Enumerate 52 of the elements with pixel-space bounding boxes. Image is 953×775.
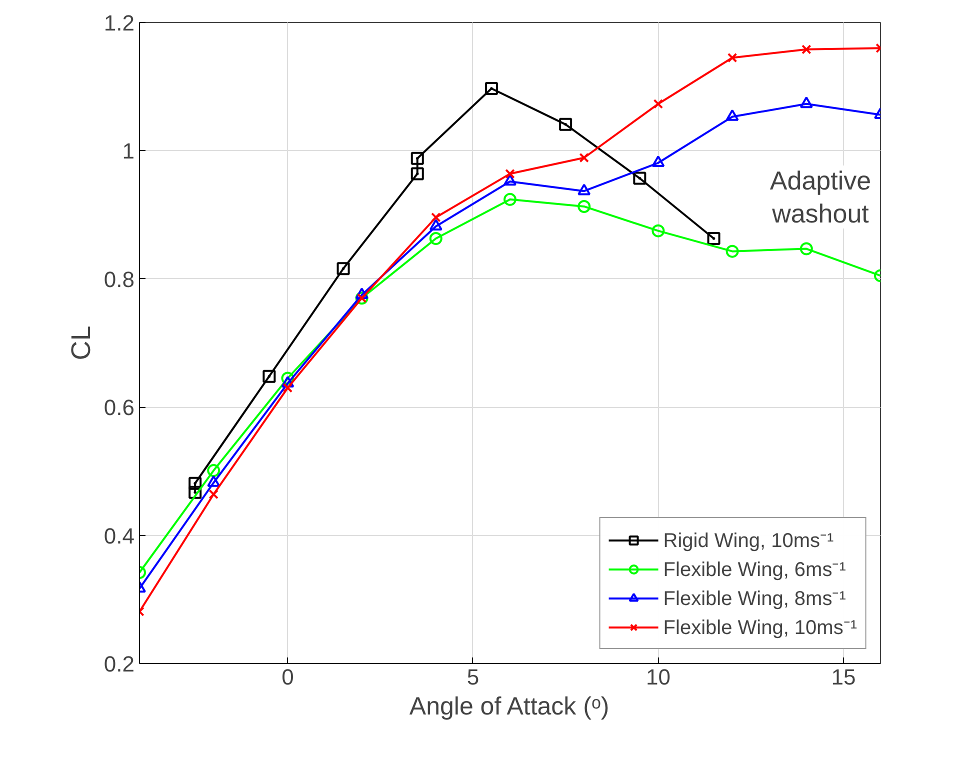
point	[726, 109, 739, 121]
point	[188, 476, 202, 490]
point	[800, 242, 813, 256]
x-tick-label: 15	[831, 664, 856, 690]
point	[652, 156, 665, 168]
point	[633, 172, 646, 185]
point	[281, 376, 294, 388]
legend-label: Flexible Wing, 10ms⁻¹	[663, 616, 857, 640]
point	[431, 212, 441, 222]
y-axis-title: CL	[66, 326, 96, 360]
point	[282, 382, 293, 393]
point	[207, 464, 220, 478]
point	[800, 96, 813, 108]
point	[559, 118, 572, 131]
y-tick-label: 1	[122, 138, 135, 164]
point	[579, 152, 589, 163]
point	[653, 99, 664, 109]
point	[355, 288, 368, 300]
point	[727, 52, 738, 63]
legend-label: Rigid Wing, 10ms⁻¹	[663, 529, 834, 553]
point	[410, 167, 424, 180]
point	[429, 232, 442, 246]
x-tick-label: 10	[646, 664, 670, 690]
x-tick-label: 0	[282, 664, 294, 690]
y-tick-label: 0.4	[104, 523, 135, 548]
point	[262, 370, 276, 383]
point	[336, 262, 350, 276]
point	[281, 372, 294, 385]
legend-label: Flexible Wing, 6ms⁻¹	[663, 558, 846, 582]
y-tick-label: 0.6	[104, 395, 135, 420]
point	[707, 232, 720, 246]
point	[207, 475, 220, 487]
point	[484, 82, 498, 96]
y-tick-label: 0.2	[104, 652, 135, 676]
point	[429, 218, 442, 231]
point	[578, 184, 591, 196]
point	[208, 489, 218, 500]
point	[504, 192, 516, 206]
point	[505, 168, 515, 179]
x-axis-title: Angle of Attack (ᵒ)	[409, 692, 610, 720]
legend-label: Flexible Wing, 8ms⁻¹	[663, 587, 846, 611]
point	[652, 224, 665, 238]
point	[188, 486, 202, 499]
point	[410, 152, 424, 165]
x-tick-label: 5	[466, 664, 480, 690]
point	[726, 244, 739, 258]
annotation: Adaptive washout	[770, 166, 872, 228]
point	[578, 200, 591, 213]
y-tick-label: 0.8	[104, 266, 135, 292]
y-tick-label: 1.2	[104, 10, 135, 36]
point	[504, 174, 516, 186]
point	[802, 44, 812, 54]
